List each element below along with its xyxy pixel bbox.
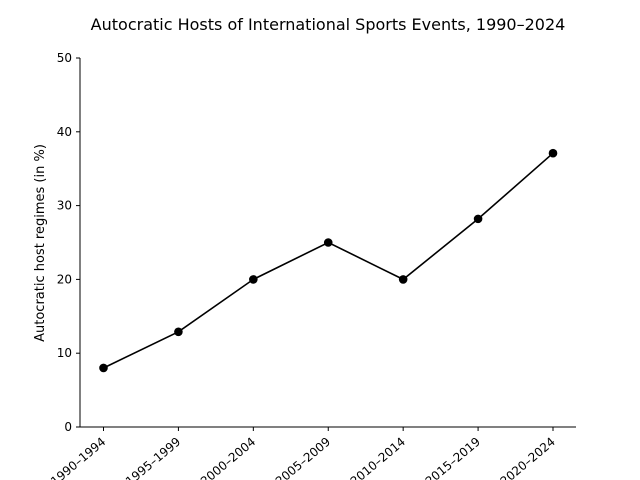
x-tick-label: 2015–2019 [423, 435, 483, 480]
data-point [99, 363, 108, 373]
x-tick-label: 1995–1999 [123, 435, 183, 480]
x-tick-label: 2005–2009 [273, 435, 333, 480]
series-layer [99, 148, 558, 373]
x-axis: 1990–1994 1995–1999 2000–2004 2005–2009 2010… [48, 426, 576, 480]
series-line [103, 152, 554, 369]
x-tick-label: 1990–1994 [48, 435, 108, 480]
data-point [323, 238, 333, 247]
y-tick-label: 20 [57, 272, 72, 286]
x-tick-label: 2010–2014 [348, 435, 408, 480]
y-tick-label: 0 [64, 420, 72, 434]
data-point [548, 148, 558, 158]
y-axis-label: Autocratic host regimes (in %) [33, 144, 48, 342]
data-point [473, 214, 483, 224]
y-axis: 0 10 20 30 40 50 [57, 51, 81, 434]
data-point [174, 327, 183, 337]
y-tick-label: 10 [57, 346, 72, 360]
y-tick-label: 30 [57, 199, 72, 213]
x-tick-label: 2020–2024 [498, 435, 558, 480]
x-tick-label: 2000–2004 [198, 435, 258, 480]
data-point [398, 275, 408, 284]
chart-title: Autocratic Hosts of International Sports… [91, 15, 566, 34]
data-point [249, 275, 258, 284]
y-tick-label: 50 [57, 51, 72, 65]
y-tick-label: 40 [57, 125, 72, 139]
